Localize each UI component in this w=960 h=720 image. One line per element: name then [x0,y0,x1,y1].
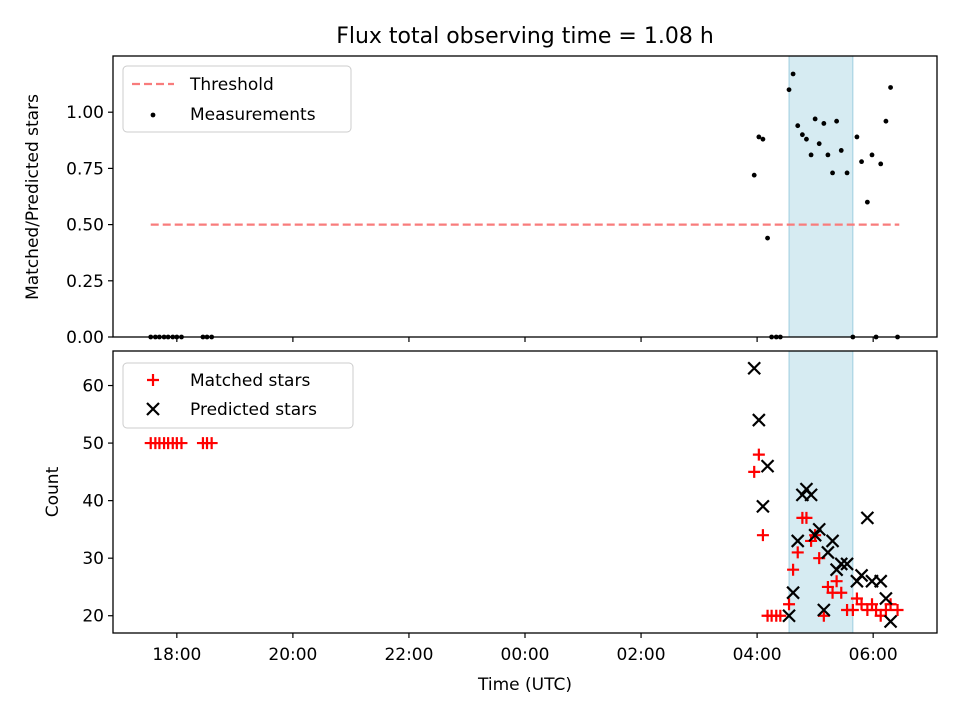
matched-stars-point [748,465,761,478]
matched-stars-point [791,546,804,559]
legend-box [122,65,352,133]
predicted-stars-point [883,614,898,629]
predicted-stars-point [804,488,818,502]
legend-predicted-swatch [146,402,160,416]
matched-stars-point [800,511,813,524]
predicted-stars-point [752,413,766,427]
measurement-point [821,121,827,126]
matched-stars-point [175,437,188,450]
measurement-point [790,71,796,77]
y-tick-label: 30 [82,549,104,569]
count-panel: 20 30 40 50 60 18:00 20:00 22:00 00:00 02:00 04:00… [43,350,938,695]
measurement-point [859,159,864,165]
measurement-point [830,170,835,176]
matched-stars-point [205,437,218,450]
matched-stars-point [830,575,843,588]
y-tick-label: 0.75 [66,159,104,179]
predicted-stars-point [860,511,875,525]
matched-stars-point [846,603,859,616]
legend-predicted-label: Predicted stars [190,400,317,420]
measurement-point [808,152,814,158]
matched-stars-point [783,598,796,611]
legend-matched-swatch [147,374,159,386]
x-tick-label: 04:00 [733,645,782,665]
predicted-stars-point [790,534,805,548]
matched-stars-point [752,448,765,461]
measurement-point [825,152,831,158]
measurement-point [751,172,757,178]
measurement-point [804,136,809,142]
x-tick-label: 22:00 [384,645,433,665]
plot-frame [112,55,938,338]
measurement-point [883,118,889,124]
measurement-point [756,134,762,140]
measurement-point [869,152,875,158]
y-tick-label: 0.00 [66,328,104,348]
measurement-point [786,87,792,93]
x-tick-label: 18:00 [152,645,201,665]
y-tick-label: 50 [82,434,104,454]
measurement-point [838,148,844,153]
measurement-point [888,85,893,90]
x-tick-label: 02:00 [617,645,666,665]
matched-stars-point [774,609,787,622]
measurement-point [854,134,860,140]
predicted-stars-point [817,603,831,617]
matched-stars-point [817,609,830,622]
y-tick-label: 0.25 [66,272,104,292]
y-tick-label: 40 [82,492,104,512]
legend: Threshold Measurements [122,65,352,133]
chart-title: Flux total observing time = 1.08 h [336,24,714,49]
predicted-stars-point [786,585,800,600]
measurement-point [816,141,822,147]
measurement-point [795,123,801,129]
matched-stars-point [787,563,800,576]
y-tick-label: 0.50 [66,216,104,236]
x-tick-label: 20:00 [268,645,317,665]
ratio-panel: 0.00 0.25 0.50 0.75 1.00 Matched/Predicted s… [23,55,938,348]
measurement-point [765,235,770,241]
legend-measurement-label: Measurements [190,105,316,125]
legend-threshold-label: Threshold [189,75,274,95]
predicted-stars-point [840,557,854,571]
matched-stars-point [835,586,848,599]
predicted-stars-point [808,528,822,542]
legend: Matched stars Predicted stars [122,362,354,429]
legend-matched-label: Matched stars [190,371,310,391]
legend-measurement-swatch [150,112,156,118]
x-tick-label: 06:00 [849,645,898,665]
plot-frame [112,350,938,634]
predicted-stars-point [756,499,770,514]
matched-stars-point [891,603,904,616]
predicted-stars-point [760,459,775,473]
predicted-stars-point [873,574,888,588]
matched-stars-point [855,598,868,611]
x-tick-label: 00:00 [501,645,550,665]
measurement-point [878,161,884,167]
x-axis-label: Time (UTC) [477,675,572,695]
y-axis-label: Count [43,466,63,517]
predicted-stars-point [812,522,826,537]
y-tick-label: 60 [82,377,104,397]
y-axis-label: Matched/Predicted stars [23,94,43,300]
highlight-span [789,56,853,337]
legend-box [122,362,354,429]
y-tick-label: 1.00 [66,103,104,123]
measurement-point [812,116,818,122]
measurement-point [760,136,766,142]
predicted-stars-point [879,591,893,606]
measurement-point [864,199,870,205]
measurement-point [834,118,840,124]
predicted-stars-point [747,361,761,376]
predicted-stars-point [821,545,835,560]
predicted-stars-point [834,557,849,571]
predicted-stars-point [782,608,796,623]
predicted-stars-point [825,534,840,548]
matched-stars-point [756,529,769,542]
measurement-point [844,170,850,176]
predicted-stars-point [854,568,869,583]
measurement-point [799,132,805,138]
y-tick-label: 20 [82,607,104,627]
